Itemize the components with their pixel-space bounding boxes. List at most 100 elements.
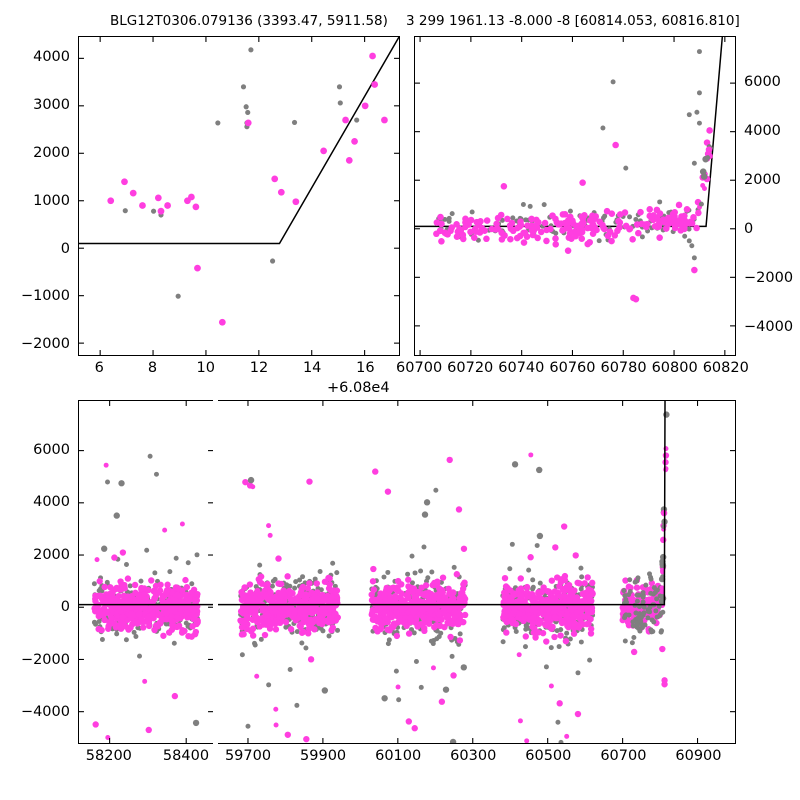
- data-point: [152, 570, 158, 576]
- data-point: [661, 681, 668, 688]
- data-point: [559, 227, 566, 234]
- data-point: [689, 243, 695, 249]
- data-point: [579, 621, 586, 628]
- data-point: [556, 221, 564, 228]
- data-point: [134, 604, 141, 611]
- data-point: [421, 627, 428, 635]
- data-point: [434, 636, 440, 642]
- data-point: [361, 102, 369, 110]
- data-point: [658, 598, 666, 605]
- data-point: [622, 593, 628, 599]
- bottom-xtick-label: 60300: [450, 748, 497, 764]
- data-point: [137, 653, 142, 659]
- data-point: [444, 612, 452, 620]
- data-point: [368, 591, 375, 598]
- data-point: [524, 606, 532, 613]
- data-point: [405, 630, 413, 637]
- data-point: [133, 633, 139, 639]
- data-point: [164, 202, 171, 209]
- data-point: [384, 488, 392, 495]
- data-point: [587, 630, 595, 637]
- top-left-panel-title: BLG12T0306.079136 (3393.47, 5911.58): [110, 13, 388, 29]
- bottom-xtick-label: 60900: [675, 748, 722, 764]
- data-point: [565, 624, 572, 631]
- data-point: [457, 590, 465, 597]
- data-point: [581, 580, 588, 587]
- data-point: [696, 120, 702, 126]
- data-point: [262, 582, 270, 589]
- data-point: [631, 635, 637, 640]
- data-point: [662, 225, 670, 232]
- data-point: [250, 484, 256, 490]
- data-point: [324, 618, 331, 625]
- data-point: [547, 624, 555, 632]
- data-point: [147, 453, 153, 459]
- data-point: [327, 587, 335, 594]
- data-point: [524, 738, 530, 743]
- data-point: [699, 168, 707, 175]
- data-point: [500, 639, 506, 645]
- data-point: [455, 506, 463, 513]
- data-point: [369, 606, 376, 614]
- data-point: [423, 499, 431, 506]
- data-point: [335, 627, 341, 633]
- data-point: [100, 611, 107, 619]
- data-point: [462, 215, 469, 223]
- data-point: [596, 238, 602, 244]
- data-point: [286, 610, 293, 617]
- data-point: [558, 617, 566, 624]
- data-point: [119, 614, 126, 621]
- data-point: [647, 609, 653, 615]
- data-point: [700, 183, 706, 189]
- data-point: [123, 637, 129, 643]
- data-point: [650, 628, 656, 634]
- data-point: [431, 623, 438, 631]
- data-point: [691, 160, 697, 166]
- data-point: [449, 211, 455, 217]
- data-point: [675, 201, 683, 209]
- data-point: [150, 208, 157, 214]
- data-point: [527, 554, 534, 561]
- data-point: [245, 109, 251, 116]
- data-point: [686, 226, 692, 232]
- data-point: [646, 206, 654, 213]
- data-point: [494, 225, 502, 233]
- data-point: [321, 687, 329, 694]
- data-point: [430, 641, 436, 647]
- data-point: [311, 626, 318, 633]
- data-point: [411, 630, 417, 636]
- data-point: [545, 614, 552, 621]
- data-point: [456, 637, 464, 644]
- data-point: [500, 183, 508, 190]
- bottom-xtick-label: 59900: [300, 748, 347, 764]
- data-point: [493, 220, 500, 228]
- data-point: [194, 590, 201, 598]
- data-point: [567, 208, 573, 214]
- data-point: [99, 636, 105, 642]
- data-point: [509, 227, 517, 235]
- data-point: [552, 544, 559, 551]
- data-point: [390, 620, 398, 627]
- data-point: [565, 219, 572, 227]
- data-point: [584, 574, 591, 581]
- data-point: [334, 570, 340, 576]
- data-point: [657, 199, 663, 205]
- top-left-ytick-label: 3000: [33, 97, 70, 114]
- top-right-ytick-label: 6000: [744, 74, 781, 91]
- data-point: [342, 116, 349, 124]
- data-point: [446, 456, 453, 464]
- data-point: [117, 625, 125, 632]
- data-point: [472, 228, 480, 235]
- data-point: [515, 587, 522, 594]
- data-point: [582, 614, 589, 621]
- data-point: [173, 623, 181, 631]
- data-point: [534, 234, 541, 242]
- data-point: [418, 568, 424, 574]
- data-point: [627, 584, 634, 591]
- data-point: [189, 590, 196, 597]
- data-point: [303, 595, 310, 602]
- data-point: [504, 607, 511, 614]
- top-right-xtick-label: 60800: [651, 360, 698, 376]
- data-point: [659, 593, 665, 599]
- data-point: [587, 657, 593, 663]
